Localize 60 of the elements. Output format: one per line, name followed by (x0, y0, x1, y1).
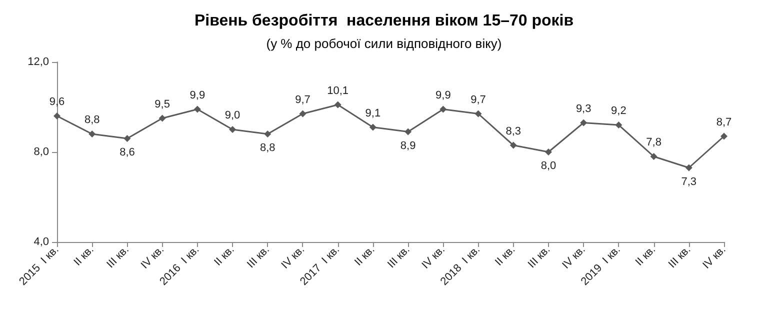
data-label: 9,9 (436, 89, 451, 102)
data-label: 8,0 (540, 160, 556, 172)
point (650, 153, 658, 160)
chart-subtitle: (у % до робочої сили відповідного віку) (266, 36, 502, 51)
point (264, 130, 272, 138)
data-label: 8,8 (84, 114, 100, 126)
x-tick-label: II кв. (212, 244, 237, 268)
x-tick-label: IV кв. (700, 244, 728, 272)
x-tick-label: IV кв. (560, 244, 588, 272)
chart-title: Рівень безробіття населення віком 15–70 років (194, 12, 574, 30)
point (88, 130, 96, 138)
point (404, 128, 412, 136)
point (720, 132, 728, 140)
data-label: 7,3 (681, 176, 697, 188)
point (544, 148, 552, 156)
x-tick-label: IV кв. (279, 244, 307, 272)
data-label: 8,3 (506, 125, 522, 138)
y-tick-label: 8,0 (34, 146, 49, 158)
data-label: 9,7 (470, 94, 486, 106)
data-label: 8,9 (400, 140, 416, 152)
data-label: 9,9 (190, 89, 206, 102)
data-label: 9,5 (154, 98, 170, 110)
point (124, 135, 131, 142)
data-label: 8,7 (716, 116, 732, 128)
point (369, 124, 376, 131)
data-label: 9,2 (611, 105, 626, 117)
point (440, 106, 447, 113)
point (158, 114, 166, 122)
point (685, 164, 692, 172)
data-label: 10,1 (327, 84, 349, 97)
x-tick-label: II кв. (352, 244, 378, 268)
x-tick-label: II кв. (72, 244, 96, 268)
data-label: 8,6 (120, 146, 135, 158)
y-tick-label: 4,0 (34, 236, 49, 248)
x-tick-label: II кв. (633, 244, 658, 268)
point (615, 122, 622, 128)
x-tick-label: IV кв. (138, 244, 167, 272)
x-tick-label: IV кв. (420, 244, 448, 272)
data-label: 9,0 (224, 110, 240, 122)
point (194, 106, 201, 113)
data-label: 8,8 (260, 142, 276, 154)
x-tick-label: III кв. (666, 244, 694, 271)
x-tick-label: III кв. (245, 244, 272, 271)
point (229, 126, 236, 133)
y-tick-label: 12,0 (28, 56, 49, 68)
data-label: 9,1 (365, 107, 381, 120)
x-tick-label: III кв. (385, 244, 412, 271)
data-label: 9,3 (576, 102, 592, 115)
x-tick-label: III кв. (526, 244, 553, 271)
x-tick-label: II кв. (492, 244, 518, 268)
data-label: 9,7 (295, 94, 310, 106)
x-tick-label: III кв. (104, 244, 132, 271)
point (334, 101, 342, 108)
data-label: 7,8 (646, 136, 662, 148)
point (580, 119, 588, 126)
point (54, 112, 60, 120)
point (474, 110, 482, 118)
point (510, 142, 517, 149)
point (299, 110, 306, 118)
data-label: 9,6 (49, 96, 65, 108)
